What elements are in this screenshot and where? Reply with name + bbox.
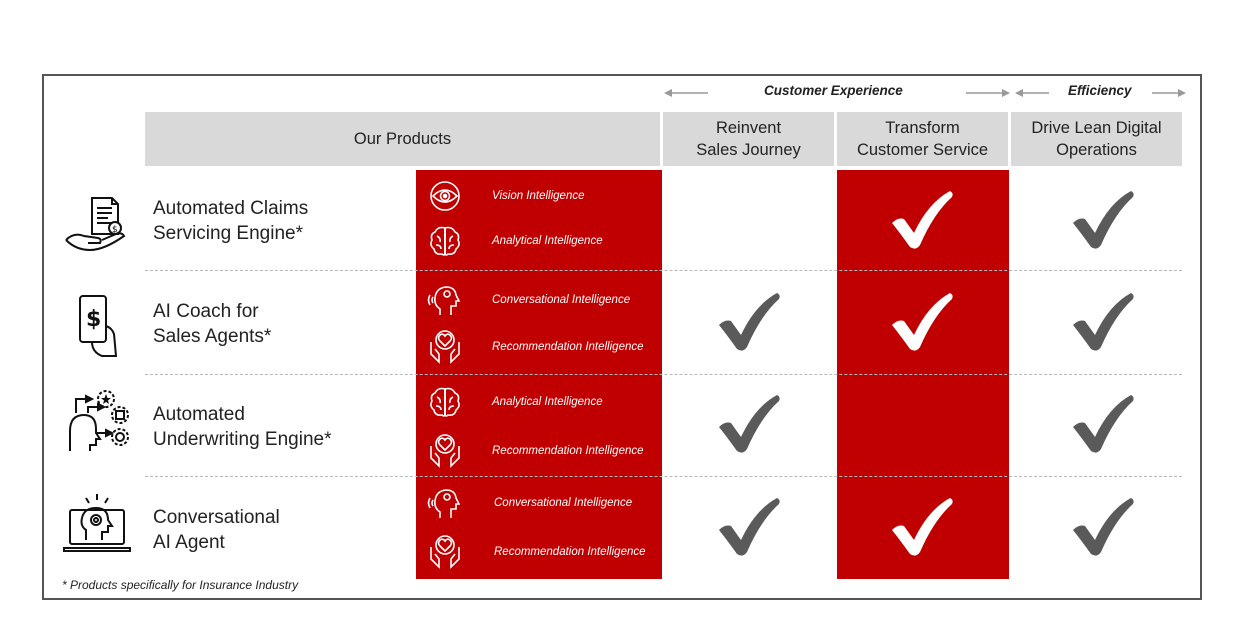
checkmark-icon xyxy=(1073,498,1134,556)
hands-heart-icon xyxy=(430,330,460,363)
hands-heart-icon xyxy=(430,434,460,467)
reinvent-sales-journey-header: Reinvent Sales Journey xyxy=(663,112,834,166)
drive-lean-operations-header: Drive Lean Digital Operations xyxy=(1011,112,1182,166)
checkmark-icon xyxy=(719,293,780,351)
checkmark-icon xyxy=(1073,293,1134,351)
footnote: * Products specifically for Insurance In… xyxy=(62,578,299,592)
hand-invoice-dollar-icon: $ xyxy=(65,197,126,252)
capability-label: Analytical Intelligence xyxy=(492,396,603,408)
speaking-head-icon xyxy=(427,286,460,316)
transform-text: Transform Customer Service xyxy=(856,119,989,159)
head-process-icon xyxy=(69,390,129,451)
checkmark-icon xyxy=(892,498,953,556)
checkmark-icon xyxy=(1073,395,1134,453)
left-arrow-icon xyxy=(1015,89,1049,97)
capability-label: Recommendation Intelligence xyxy=(492,341,644,353)
product-name-underwriting: Automated Underwriting Engine* xyxy=(153,404,332,450)
reinvent-text: Reinvent Sales Journey xyxy=(696,119,801,159)
svg-text:$: $ xyxy=(86,307,101,332)
product-name-claims: Automated Claims Servicing Engine* xyxy=(153,198,309,244)
our-products-header: Our Products xyxy=(145,112,660,166)
our-products-text: Our Products xyxy=(353,130,452,148)
capability-label: Analytical Intelligence xyxy=(492,235,603,247)
row-divider xyxy=(145,270,1182,271)
hands-heart-icon xyxy=(430,535,460,568)
left-arrow-icon xyxy=(664,89,708,97)
eye-icon xyxy=(430,181,460,211)
checkmark-icon xyxy=(892,293,953,351)
checkmark-icon xyxy=(719,498,780,556)
checkmark-icon xyxy=(892,191,953,249)
row-divider xyxy=(145,476,1182,477)
brain-icon xyxy=(430,226,460,256)
checkmark-icon xyxy=(719,395,780,453)
product-name-conversational-agent: Conversational AI Agent xyxy=(153,507,280,553)
right-arrow-icon xyxy=(1152,89,1186,97)
capability-label: Recommendation Intelligence xyxy=(492,445,644,457)
checkmark-icon xyxy=(1073,191,1134,249)
efficiency-label: Efficiency xyxy=(1068,83,1132,98)
speaking-head-icon xyxy=(427,489,460,519)
brain-icon xyxy=(430,387,460,417)
customer-experience-label: Customer Experience xyxy=(764,83,903,98)
capability-label: Conversational Intelligence xyxy=(492,294,631,306)
capability-label: Recommendation Intelligence xyxy=(494,546,646,558)
laptop-ai-head-icon xyxy=(63,494,131,552)
svg-text:$: $ xyxy=(112,225,118,235)
row-divider xyxy=(145,374,1182,375)
drive-text: Drive Lean Digital Operations xyxy=(1031,119,1162,159)
right-arrow-icon xyxy=(966,89,1010,97)
capability-label: Conversational Intelligence xyxy=(494,497,633,509)
phone-dollar-icon: $ xyxy=(79,295,118,357)
slide-frame xyxy=(42,74,1202,600)
product-name-ai-coach: AI Coach for Sales Agents* xyxy=(153,301,272,347)
transform-customer-service-header: Transform Customer Service xyxy=(837,112,1008,166)
capability-label: Vision Intelligence xyxy=(492,190,585,202)
